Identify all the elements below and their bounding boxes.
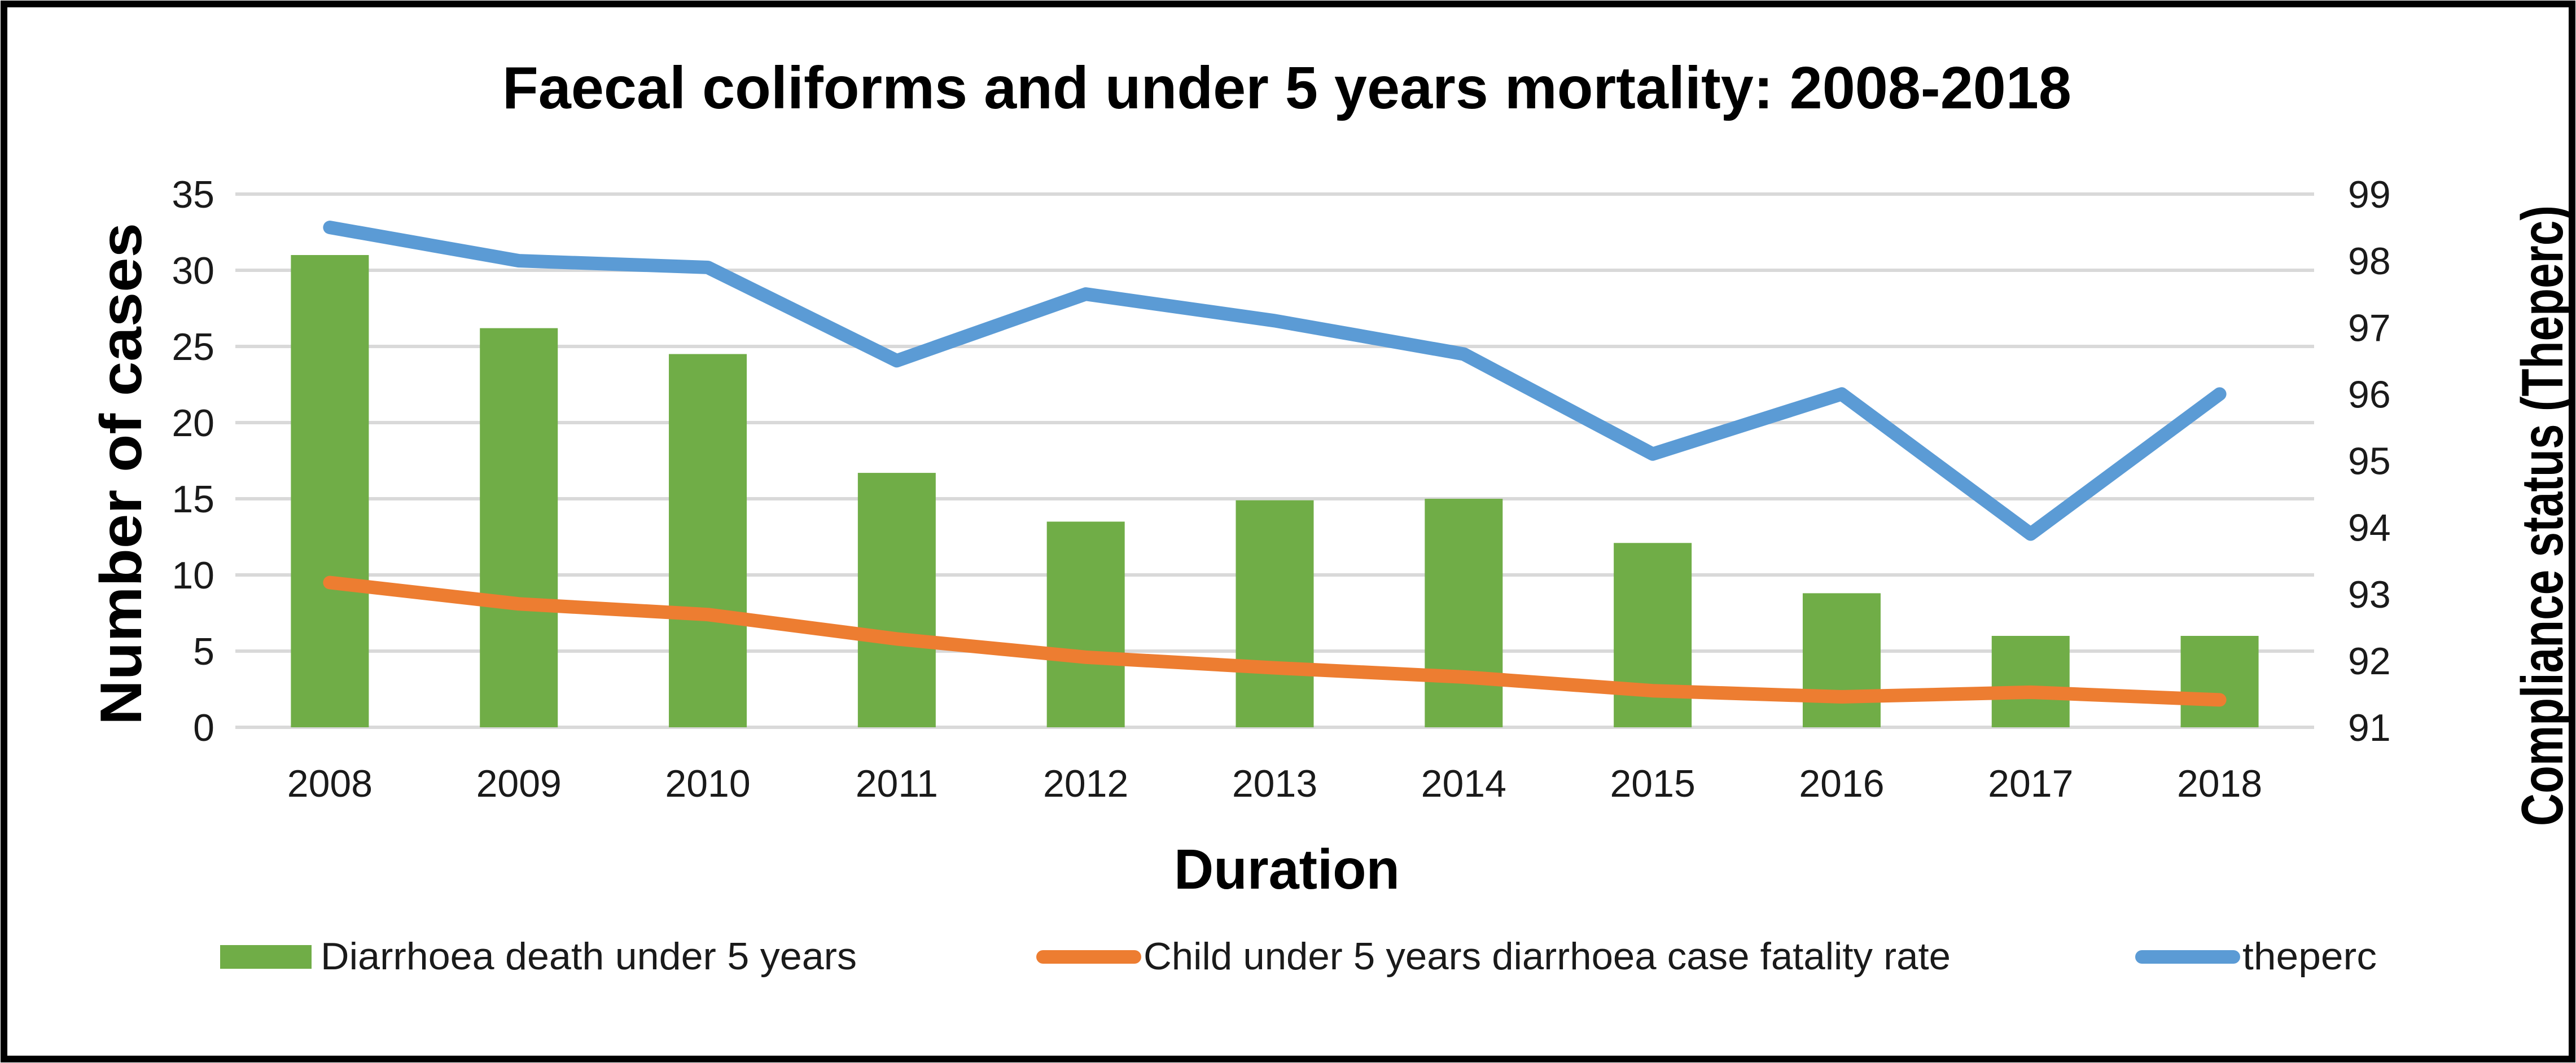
chart-title: Faecal coliforms and under 5 years morta… <box>502 55 2071 121</box>
legend-label-theperc: theperc <box>2242 935 2377 978</box>
x-axis-title: Duration <box>1174 838 1400 901</box>
legend-swatch-diarrhoea-deaths <box>220 945 312 969</box>
right-tick-label-93: 93 <box>2348 573 2391 616</box>
x-label-2015: 2015 <box>1610 762 1695 805</box>
x-label-2008: 2008 <box>287 762 373 805</box>
bar-2008 <box>291 255 369 727</box>
right-tick-label-95: 95 <box>2348 440 2391 483</box>
left-axis-tick-labels: 0 5 10 15 20 25 30 35 <box>172 173 214 749</box>
x-label-2011: 2011 <box>856 762 938 805</box>
x-label-2009: 2009 <box>476 762 562 805</box>
bar-2012 <box>1046 521 1125 727</box>
x-label-2014: 2014 <box>1421 762 1506 805</box>
x-axis-category-labels: 2008 2009 2010 2011 2012 2013 2014 2015 2016 2017… <box>287 762 2262 805</box>
bar-2013 <box>1236 500 1314 727</box>
left-tick-label-25: 25 <box>172 326 214 368</box>
left-tick-label-30: 30 <box>172 249 214 292</box>
line-series-theperc <box>323 221 2227 541</box>
left-tick-label-0: 0 <box>193 706 214 749</box>
bar-2009 <box>480 328 558 727</box>
line-series-layer <box>323 221 2227 707</box>
right-tick-label-96: 96 <box>2348 373 2391 416</box>
right-tick-label-97: 97 <box>2348 306 2391 349</box>
right-axis-tick-labels: 91 92 93 94 95 96 97 98 99 <box>2348 173 2391 749</box>
legend-label-fatality-rate: Child under 5 years diarrhoea case fatal… <box>1144 935 1951 978</box>
line-series-fatality-rate <box>323 576 2227 707</box>
left-tick-label-15: 15 <box>172 478 214 521</box>
bar-2017 <box>1991 636 2070 727</box>
left-tick-label-20: 20 <box>172 402 214 445</box>
left-tick-label-35: 35 <box>172 173 214 216</box>
y-axis-title-right: Compliance status (Theperc) <box>2510 205 2575 826</box>
right-tick-label-99: 99 <box>2348 173 2391 216</box>
left-tick-label-5: 5 <box>193 630 214 673</box>
right-tick-label-94: 94 <box>2348 507 2391 550</box>
legend: Diarrhoea death under 5 years Child unde… <box>220 935 2377 978</box>
bar-2018 <box>2180 636 2259 727</box>
bar-2014 <box>1425 499 1503 727</box>
bar-series-layer <box>291 255 2259 727</box>
bar-2016 <box>1802 593 1881 727</box>
legend-label-diarrhoea-deaths: Diarrhoea death under 5 years <box>321 935 857 978</box>
bar-2010 <box>669 354 747 727</box>
gridlines <box>235 192 2314 729</box>
bar-2011 <box>857 473 936 727</box>
x-label-2013: 2013 <box>1232 762 1317 805</box>
x-label-2018: 2018 <box>2177 762 2262 805</box>
right-tick-label-98: 98 <box>2348 240 2391 283</box>
bar-2015 <box>1614 543 1692 727</box>
right-tick-label-92: 92 <box>2348 640 2391 683</box>
x-label-2010: 2010 <box>665 762 750 805</box>
left-tick-label-10: 10 <box>172 554 214 597</box>
x-label-2016: 2016 <box>1799 762 1884 805</box>
y-axis-title-left: Number of cases <box>89 223 154 725</box>
right-tick-label-91: 91 <box>2348 706 2391 749</box>
x-label-2012: 2012 <box>1043 762 1128 805</box>
x-label-2017: 2017 <box>1988 762 2073 805</box>
